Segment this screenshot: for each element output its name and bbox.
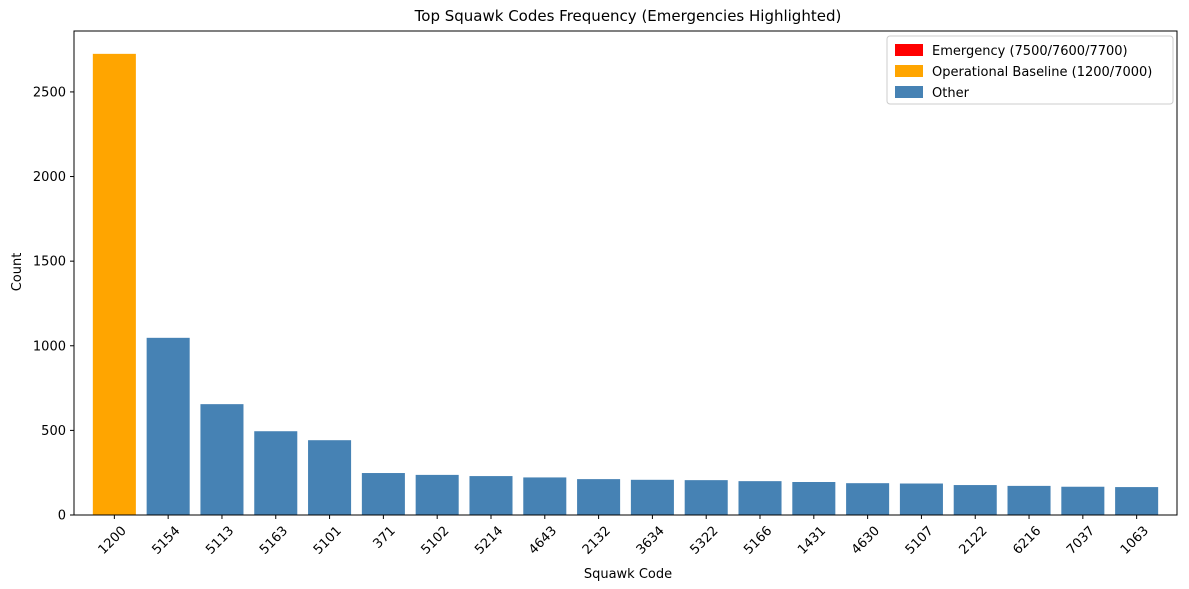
bar-2132 <box>577 479 621 515</box>
bar-1200 <box>92 53 136 515</box>
x-tick-label: 4630 <box>849 524 883 558</box>
bar-7037 <box>1061 486 1105 515</box>
legend-swatch-emergency <box>895 44 923 56</box>
bar-5154 <box>146 337 190 515</box>
bar-4630 <box>846 483 890 515</box>
x-tick-label: 5154 <box>149 524 183 558</box>
x-tick-label: 5101 <box>311 524 345 558</box>
legend-label-baseline: Operational Baseline (1200/7000) <box>932 65 1152 80</box>
bar-5214 <box>469 476 513 515</box>
x-axis-label: Squawk Code <box>584 567 672 582</box>
x-tick-label: 5322 <box>687 524 721 558</box>
x-tick-label: 5214 <box>472 524 506 558</box>
bar-2122 <box>953 485 997 515</box>
plot-frame <box>73 30 1178 516</box>
bar-1063 <box>1115 487 1159 515</box>
bar-4643 <box>523 477 567 515</box>
bar-5166 <box>738 481 782 515</box>
bar-1431 <box>792 482 836 515</box>
bar-6216 <box>1007 485 1051 515</box>
x-tick-label: 5107 <box>903 524 937 558</box>
bar-5107 <box>899 483 943 515</box>
x-tick-label: 5113 <box>203 524 237 558</box>
bar-371 <box>361 473 405 515</box>
legend-label-emergency: Emergency (7500/7600/7700) <box>932 44 1128 59</box>
y-tick-label: 1500 <box>33 255 66 270</box>
plot-area: 1200 5154 5113 5163 5101 371 5102 5214 4643 2132 3… <box>33 30 1178 558</box>
x-tick-label: 5102 <box>418 524 452 558</box>
x-tick-label: 2132 <box>580 524 614 558</box>
x-tick-label: 5166 <box>741 524 775 558</box>
chart-title: Top Squawk Codes Frequency (Emergencies … <box>414 7 842 25</box>
bar-5322 <box>684 480 728 515</box>
bar-3634 <box>630 479 674 515</box>
legend: Emergency (7500/7600/7700) Operational Ba… <box>886 35 1174 105</box>
y-tick-label: 500 <box>41 424 66 439</box>
x-tick-label: 1431 <box>795 524 829 558</box>
y-tick-label: 2000 <box>33 170 66 185</box>
legend-box <box>886 35 1174 105</box>
x-tick-label: 1063 <box>1118 524 1152 558</box>
x-tick-label: 2122 <box>956 524 990 558</box>
y-axis-label: Count <box>10 253 25 292</box>
x-tick-label: 3634 <box>634 524 668 558</box>
legend-label-other: Other <box>932 86 970 101</box>
y-tick-label: 2500 <box>33 85 66 100</box>
x-tick-label: 5163 <box>257 524 291 558</box>
y-tick-label: 1000 <box>33 339 66 354</box>
bar-5102 <box>415 474 459 515</box>
x-tick-label: 371 <box>370 524 398 552</box>
x-tick-label: 1200 <box>96 524 130 558</box>
bar-5101 <box>308 440 352 515</box>
bar-5113 <box>200 404 244 515</box>
x-tick-label: 6216 <box>1010 524 1044 558</box>
x-tick-label: 7037 <box>1064 524 1098 558</box>
legend-swatch-other <box>895 86 923 98</box>
x-tick-label: 4643 <box>526 524 560 558</box>
legend-swatch-baseline <box>895 65 923 77</box>
y-tick-label: 0 <box>58 509 66 524</box>
bar-5163 <box>254 431 298 515</box>
